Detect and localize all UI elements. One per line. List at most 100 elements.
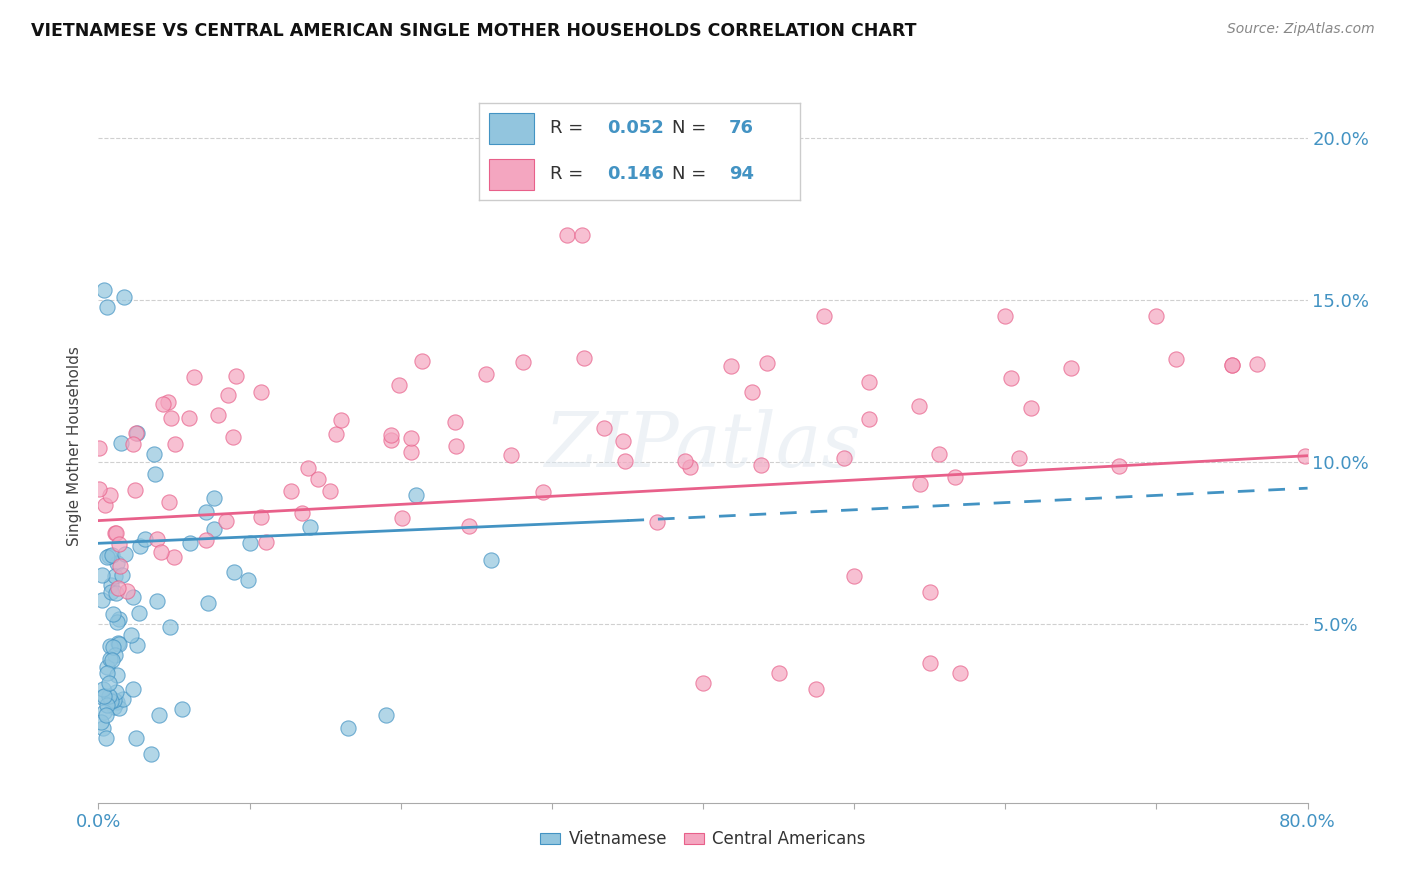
Point bbox=[499, 448, 522, 462]
Point bbox=[105, 695, 128, 709]
Point bbox=[474, 367, 496, 381]
Point bbox=[512, 354, 534, 368]
Point bbox=[104, 685, 127, 699]
Point bbox=[98, 690, 121, 704]
Point bbox=[405, 488, 427, 502]
Point bbox=[928, 447, 950, 461]
Point bbox=[170, 702, 193, 716]
Point bbox=[813, 310, 835, 324]
Point bbox=[108, 637, 131, 651]
Point bbox=[380, 433, 402, 447]
Point bbox=[307, 472, 329, 486]
Point bbox=[163, 549, 186, 564]
Point bbox=[103, 699, 125, 714]
Point bbox=[1220, 358, 1243, 372]
Point bbox=[107, 537, 129, 551]
Point bbox=[720, 359, 742, 373]
Point bbox=[673, 454, 696, 468]
Point bbox=[89, 441, 111, 455]
Point bbox=[93, 499, 115, 513]
Point bbox=[94, 708, 117, 723]
Point bbox=[531, 484, 554, 499]
Point bbox=[195, 505, 218, 519]
Point bbox=[202, 522, 225, 536]
Point bbox=[159, 620, 181, 634]
Point bbox=[98, 639, 121, 653]
Point bbox=[124, 483, 146, 497]
Point bbox=[250, 509, 273, 524]
Point bbox=[104, 526, 127, 541]
Point bbox=[103, 693, 125, 707]
Point bbox=[444, 439, 467, 453]
Point bbox=[297, 461, 319, 475]
Point bbox=[177, 411, 200, 425]
Point bbox=[949, 666, 972, 681]
Point bbox=[299, 520, 322, 534]
Point bbox=[97, 549, 120, 564]
Point bbox=[380, 428, 402, 442]
Point bbox=[120, 628, 142, 642]
Point bbox=[1019, 401, 1042, 415]
Point bbox=[103, 640, 125, 654]
Point bbox=[100, 652, 122, 666]
Point bbox=[238, 574, 260, 588]
Point bbox=[207, 408, 229, 422]
Point bbox=[319, 483, 342, 498]
Point bbox=[96, 666, 118, 681]
Point bbox=[100, 578, 122, 592]
Point bbox=[832, 450, 855, 465]
Point bbox=[108, 558, 131, 573]
Point bbox=[112, 290, 135, 304]
Point bbox=[129, 539, 152, 553]
Point bbox=[107, 636, 129, 650]
Point bbox=[1164, 351, 1187, 366]
Point bbox=[399, 431, 422, 445]
Point bbox=[146, 532, 169, 546]
Point bbox=[1144, 310, 1167, 324]
Point bbox=[122, 681, 145, 696]
Point bbox=[90, 714, 112, 729]
Point bbox=[150, 545, 173, 559]
Point bbox=[125, 426, 148, 441]
Point bbox=[572, 351, 595, 365]
Point bbox=[108, 700, 131, 714]
Point bbox=[1108, 459, 1130, 474]
Point bbox=[907, 399, 929, 413]
Point bbox=[96, 300, 118, 314]
Point bbox=[1294, 450, 1316, 464]
Point bbox=[612, 434, 634, 449]
Point bbox=[1008, 450, 1031, 465]
Point bbox=[91, 567, 114, 582]
Point bbox=[112, 691, 135, 706]
Point bbox=[411, 353, 433, 368]
Point bbox=[336, 721, 359, 735]
Point bbox=[122, 591, 145, 605]
Point bbox=[609, 179, 631, 194]
Point bbox=[104, 586, 127, 600]
Point bbox=[127, 638, 149, 652]
Point bbox=[679, 460, 702, 475]
Legend: Vietnamese, Central Americans: Vietnamese, Central Americans bbox=[534, 824, 872, 855]
Point bbox=[918, 657, 941, 671]
Point bbox=[249, 385, 271, 400]
Point bbox=[1246, 357, 1268, 371]
Point bbox=[692, 675, 714, 690]
Point bbox=[225, 368, 247, 383]
Point bbox=[114, 547, 136, 561]
Point bbox=[157, 495, 180, 509]
Point bbox=[125, 731, 148, 745]
Point bbox=[98, 675, 121, 690]
Point bbox=[105, 668, 128, 682]
Point bbox=[89, 483, 111, 497]
Point bbox=[571, 228, 593, 243]
Point bbox=[141, 747, 163, 761]
Point bbox=[613, 453, 636, 467]
Point bbox=[93, 705, 115, 719]
Point bbox=[93, 283, 115, 297]
Point bbox=[1220, 358, 1243, 372]
Point bbox=[280, 483, 302, 498]
Point bbox=[183, 370, 205, 384]
Point bbox=[160, 411, 183, 425]
Point bbox=[115, 584, 138, 599]
Point bbox=[98, 488, 121, 502]
